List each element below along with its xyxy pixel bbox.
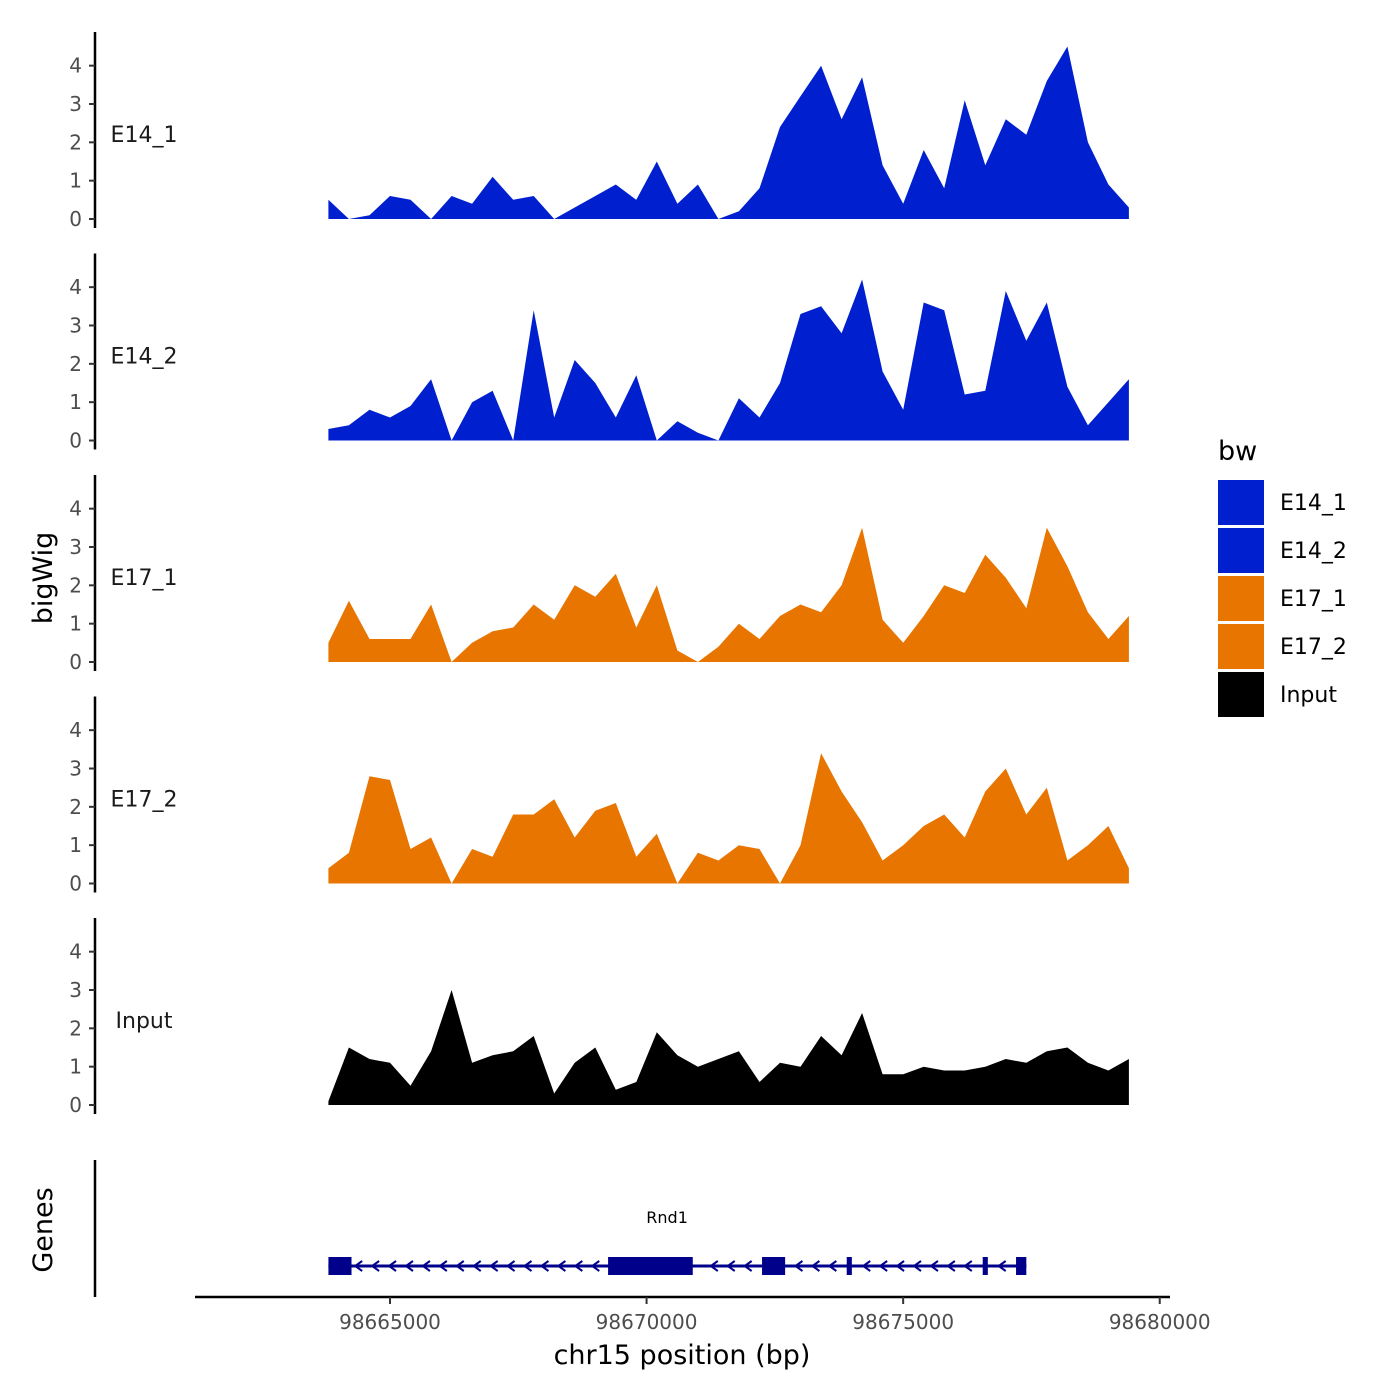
legend-label: E14_1 xyxy=(1280,491,1347,516)
strand-arrow xyxy=(556,1260,566,1272)
y-tick-label: 3 xyxy=(69,978,82,1002)
legend-swatch xyxy=(1218,672,1264,717)
strand-arrow xyxy=(353,1260,363,1272)
y-tick-label: 1 xyxy=(69,612,82,636)
legend-swatch xyxy=(1218,480,1264,525)
y-tick-label: 3 xyxy=(69,535,82,559)
track-label: E14_1 xyxy=(111,123,178,148)
track-e14-1: 0 1 2 3 4 E14_1 xyxy=(69,32,1129,231)
strand-arrow xyxy=(438,1260,448,1272)
y-tick-label: 2 xyxy=(69,352,82,376)
y-tick-label: 4 xyxy=(69,54,82,78)
strand-arrow xyxy=(522,1260,533,1272)
strand-arrow xyxy=(912,1260,922,1272)
y-tick-label: 0 xyxy=(69,207,82,231)
y-tick-label: 4 xyxy=(69,718,82,742)
strand-arrow xyxy=(878,1260,888,1272)
y-tick-label: 0 xyxy=(69,872,82,896)
strand-arrow xyxy=(404,1260,414,1272)
legend: bw E14_1 E14_2 E17_1 E17_2 Input xyxy=(1218,436,1347,717)
strand-arrow xyxy=(539,1260,550,1272)
strand-arrow xyxy=(573,1260,583,1272)
y-tick-label: 1 xyxy=(69,390,82,414)
gene-exon xyxy=(982,1257,988,1275)
coverage-area-input xyxy=(328,990,1129,1105)
x-tick-label: 98665000 xyxy=(339,1310,441,1334)
strand-arrow xyxy=(472,1260,482,1272)
strand-arrow xyxy=(895,1260,905,1272)
strand-arrow xyxy=(929,1260,939,1272)
bigwig-tracks: 0 1 2 3 4 E14_1 0 1 2 3 4 E14_2 0 1 2 3 4 E17_1 0 1 2 3 4 E17_2… xyxy=(69,32,1129,1117)
legend-label: E17_1 xyxy=(1280,587,1347,612)
legend-label: E14_2 xyxy=(1280,539,1347,564)
track-label: E17_2 xyxy=(111,788,178,813)
x-tick-label: 98675000 xyxy=(852,1310,954,1334)
strand-arrow xyxy=(810,1260,820,1272)
strand-arrow xyxy=(726,1260,736,1272)
y-axis-title: bigWig xyxy=(28,532,59,625)
y-tick-label: 2 xyxy=(69,573,82,597)
y-tick-label: 2 xyxy=(69,795,82,819)
strand-arrow xyxy=(488,1260,499,1272)
x-axis-title: chr15 position (bp) xyxy=(554,1340,811,1371)
gene-exon xyxy=(328,1257,352,1275)
strand-arrow xyxy=(370,1260,380,1272)
strand-arrow xyxy=(505,1260,516,1272)
track-label: Input xyxy=(116,1009,173,1034)
y-tick-label: 4 xyxy=(69,275,82,299)
strand-arrow xyxy=(946,1260,956,1272)
track-e17-1: 0 1 2 3 4 E17_1 xyxy=(69,475,1129,674)
genes-panel: Rnd1 xyxy=(93,1160,1027,1297)
y-tick-label: 4 xyxy=(69,940,82,964)
x-axis: 98665000 98670000 98675000 98680000 xyxy=(195,1295,1211,1334)
legend-label: Input xyxy=(1280,683,1337,708)
strand-arrow xyxy=(742,1260,753,1272)
y-tick-label: 3 xyxy=(69,757,82,781)
coverage-area-e14-1 xyxy=(328,46,1129,219)
genes-axis-title: Genes xyxy=(28,1187,59,1272)
strand-arrow xyxy=(996,1260,1007,1272)
coverage-area-e17-2 xyxy=(328,753,1129,884)
y-tick-label: 0 xyxy=(69,429,82,453)
strand-arrow xyxy=(421,1260,431,1272)
coverage-area-e14-2 xyxy=(328,279,1129,441)
y-tick-label: 0 xyxy=(69,650,82,674)
y-tick-label: 2 xyxy=(69,1016,82,1040)
strand-arrow xyxy=(861,1260,871,1272)
legend-swatch xyxy=(1218,528,1264,573)
legend-title: bw xyxy=(1218,436,1257,467)
y-tick-label: 1 xyxy=(69,833,82,857)
track-e17-2: 0 1 2 3 4 E17_2 xyxy=(69,696,1129,896)
gene-exon xyxy=(1016,1257,1027,1275)
y-tick-label: 3 xyxy=(69,314,82,338)
strand-arrow xyxy=(963,1260,973,1272)
x-tick-label: 98680000 xyxy=(1109,1310,1211,1334)
coverage-area-e17-1 xyxy=(328,527,1129,662)
track-input: 0 1 2 3 4 Input xyxy=(69,918,1129,1117)
track-label: E14_2 xyxy=(111,345,178,370)
strand-arrow xyxy=(455,1260,465,1272)
gene-name-label: Rnd1 xyxy=(646,1208,688,1227)
gene-exon xyxy=(846,1257,852,1275)
strand-arrow xyxy=(387,1260,397,1272)
gene-exon xyxy=(608,1257,693,1275)
y-tick-label: 2 xyxy=(69,130,82,154)
track-e14-2: 0 1 2 3 4 E14_2 xyxy=(69,253,1129,453)
y-tick-label: 3 xyxy=(69,92,82,116)
strand-arrow xyxy=(827,1260,837,1272)
legend-swatch xyxy=(1218,576,1264,621)
y-tick-label: 1 xyxy=(69,169,82,193)
strand-arrow xyxy=(793,1260,804,1272)
y-tick-label: 1 xyxy=(69,1055,82,1079)
x-tick-label: 98670000 xyxy=(596,1310,698,1334)
y-tick-label: 0 xyxy=(69,1093,82,1117)
y-tick-label: 4 xyxy=(69,497,82,521)
legend-swatch xyxy=(1218,624,1264,669)
legend-label: E17_2 xyxy=(1280,635,1347,660)
strand-arrow xyxy=(709,1260,719,1272)
track-label: E17_1 xyxy=(111,566,178,591)
strand-arrow xyxy=(590,1260,600,1272)
gene-exon xyxy=(762,1257,786,1275)
